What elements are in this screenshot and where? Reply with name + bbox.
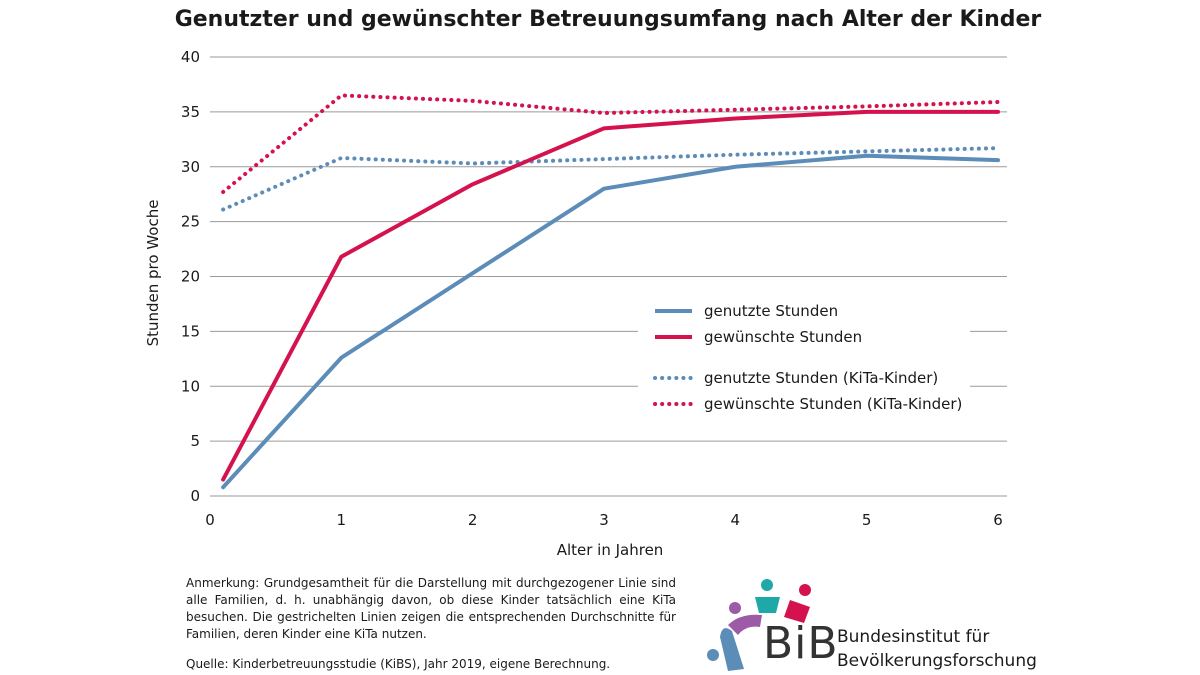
x-axis-label: Alter in Jahren <box>557 541 664 559</box>
x-tick-label: 6 <box>993 511 1003 529</box>
y-tick-label: 30 <box>181 158 200 176</box>
y-tick-label: 20 <box>181 268 200 286</box>
logo-dot-teal <box>761 579 773 591</box>
bib-logo: BiB Bundesinstitut für Bevölkerungsforsc… <box>700 575 1040 675</box>
logo-shape-purple <box>728 614 762 635</box>
y-axis-ticks: 0 5 10 15 20 25 30 35 40 <box>181 48 200 505</box>
x-axis-ticks: 0 1 2 3 4 5 6 <box>205 511 1003 529</box>
source-note: Quelle: Kinderbetreuungsstudie (KiBS), J… <box>186 657 611 671</box>
logo-shape-teal <box>755 597 780 613</box>
x-tick-label: 1 <box>337 511 347 529</box>
series-lines <box>221 93 1000 490</box>
legend-label-2: gewünschte Stunden <box>704 328 862 346</box>
grid-lines <box>210 56 1007 497</box>
logo-name-line-2: Bevölkerungsforschung <box>837 651 1037 671</box>
logo-name-line-1: Bundesinstitut für <box>837 627 990 647</box>
y-tick-label: 40 <box>181 48 200 66</box>
annotation-note: Anmerkung: Grundgesamtheit für die Darst… <box>186 576 676 641</box>
chart-title: Genutzter und gewünschter Betreuungsumfa… <box>175 7 1042 32</box>
logo-shape-blue <box>720 628 744 671</box>
line-chart: Genutzter und gewünschter Betreuungsumfa… <box>144 7 1042 559</box>
legend-label-1: genutzte Stunden <box>704 302 838 320</box>
bib-logo-mark <box>707 579 811 671</box>
series-line-3 <box>221 146 1000 212</box>
legend-label-3: genutzte Stunden (KiTa-Kinder) <box>704 369 938 387</box>
y-tick-label: 5 <box>190 432 200 450</box>
y-tick-label: 35 <box>181 103 200 121</box>
logo-dot-blue <box>707 649 719 661</box>
y-tick-label: 0 <box>190 487 200 505</box>
logo-shape-red <box>784 600 810 623</box>
y-tick-label: 25 <box>181 213 200 231</box>
x-tick-label: 5 <box>862 511 872 529</box>
series-line-1 <box>221 153 1000 490</box>
logo-abbreviation: BiB <box>763 618 839 669</box>
series-line-2 <box>221 109 1000 482</box>
x-tick-label: 3 <box>599 511 609 529</box>
x-tick-label: 0 <box>205 511 215 529</box>
legend-background <box>638 296 970 421</box>
y-tick-label: 10 <box>181 377 200 395</box>
legend-label-4: gewünschte Stunden (KiTa-Kinder) <box>704 395 962 413</box>
legend: genutzte Stunden gewünschte Stunden genutz… <box>653 302 962 413</box>
y-tick-label: 15 <box>181 322 200 340</box>
logo-dot-purple <box>729 602 741 614</box>
y-axis-label: Stunden pro Woche <box>144 200 162 347</box>
x-tick-label: 4 <box>731 511 741 529</box>
x-tick-label: 2 <box>468 511 478 529</box>
logo-dot-red <box>799 584 811 596</box>
